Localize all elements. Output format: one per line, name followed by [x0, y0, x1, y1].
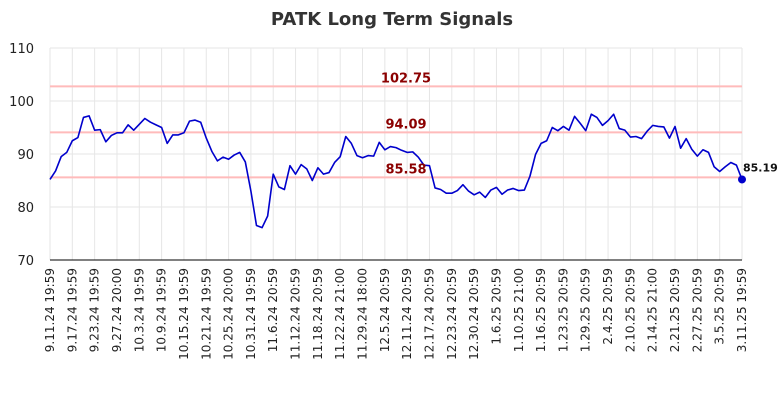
x-tick-label: 1.16.25 20:59 — [534, 268, 548, 352]
x-tick-label: 9.17.24 19:59 — [65, 268, 79, 352]
x-tick-label: 9.23.24 19:59 — [88, 268, 102, 352]
reference-line-label: 94.09 — [385, 117, 426, 132]
x-tick-label: 12.30.24 20:59 — [467, 268, 481, 360]
labels: 102.75 94.09 85.58 85.19 — [381, 71, 778, 177]
x-tick-label: 12.11.24 20:59 — [400, 268, 414, 360]
y-tick-label: 100 — [9, 95, 34, 110]
x-tick-label: 9.11.24 19:59 — [43, 268, 57, 352]
x-tick-label: 3.5.25 20:59 — [713, 268, 727, 345]
x-tick-label: 2.4.25 20:59 — [601, 268, 615, 345]
x-tick-label: 3.11.25 19:59 — [735, 268, 749, 352]
series-line — [49, 113, 743, 229]
x-tick-label: 1.10.25 21:00 — [512, 268, 526, 352]
x-tick-label: 11.29.24 18:00 — [356, 268, 370, 360]
x-tick-label: 9.27.24 20:00 — [110, 268, 124, 352]
x-tick-label: 10.15.24 19:59 — [177, 268, 191, 360]
x-tick-label: 2.14.25 21:00 — [646, 268, 660, 352]
x-tick-label: 12.5.24 20:59 — [378, 268, 392, 352]
x-tick-label: 2.10.25 20:59 — [623, 268, 637, 352]
x-tick-label: 12.23.24 20:59 — [445, 268, 459, 360]
y-tick-label: 70 — [17, 254, 34, 269]
chart-title: PATK Long Term Signals — [271, 9, 513, 30]
y-tick-label: 80 — [17, 201, 34, 216]
last-value-label: 85.19 — [743, 161, 778, 174]
x-tick-label: 1.29.25 20:59 — [579, 268, 593, 352]
x-tick-label: 1.6.25 20:59 — [489, 268, 503, 345]
x-tick-label: 10.31.24 19:59 — [244, 268, 258, 360]
x-tick-label: 10.25.24 20:00 — [222, 268, 236, 360]
x-tick-label: 10.21.24 19:59 — [199, 268, 213, 360]
x-tick-label: 11.22.24 21:00 — [333, 268, 347, 360]
x-tick-label: 11.12.24 20:59 — [289, 268, 303, 360]
reference-line-label: 85.58 — [385, 162, 426, 177]
x-tick-label: 2.27.25 20:59 — [690, 268, 704, 352]
series-layer — [49, 113, 746, 229]
x-tick-label: 11.6.24 20:59 — [266, 268, 280, 352]
x-tick-label: 1.23.25 20:59 — [556, 268, 570, 352]
y-tick-label: 90 — [17, 148, 34, 163]
x-tick-label: 12.17.24 20:59 — [422, 268, 436, 360]
x-tick-label: 10.9.24 19:59 — [155, 268, 169, 352]
reference-line-label: 102.75 — [381, 71, 431, 86]
axes: 70 80 90 100 110 9.11.24 19:59 9.17.24 19:59 9.… — [9, 42, 749, 360]
x-tick-label: 10.3.24 19:59 — [132, 268, 146, 352]
last-point-marker — [738, 175, 746, 184]
y-tick-label: 110 — [9, 42, 34, 57]
x-tick-label: 11.18.24 20:59 — [311, 268, 325, 360]
grid — [49, 47, 743, 261]
x-tick-label: 2.21.25 20:59 — [668, 268, 682, 352]
